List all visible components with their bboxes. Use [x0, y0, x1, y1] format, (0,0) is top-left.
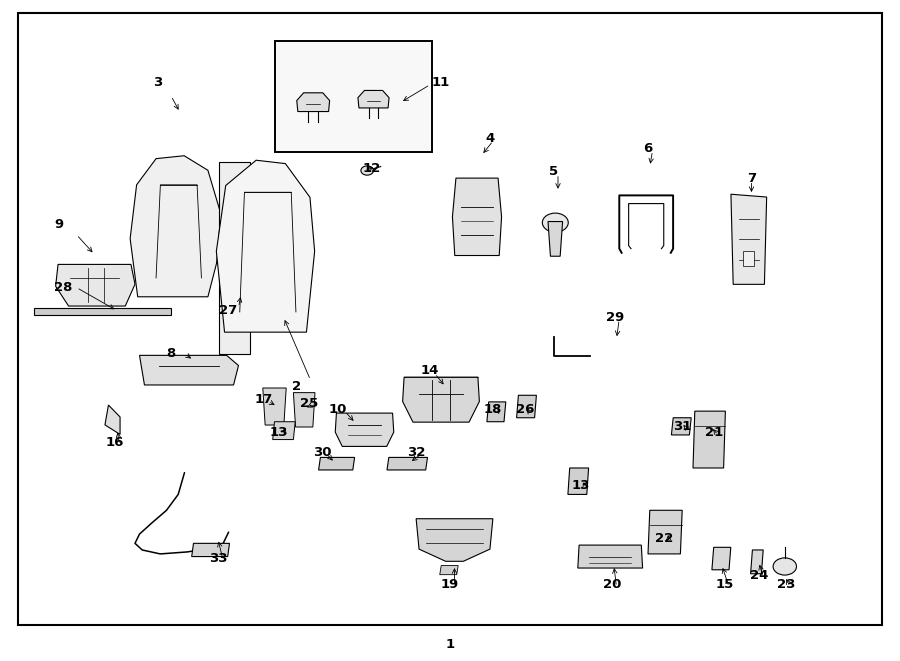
- Text: 7: 7: [747, 172, 756, 185]
- Polygon shape: [648, 510, 682, 554]
- Circle shape: [361, 166, 374, 175]
- Polygon shape: [297, 93, 329, 112]
- Polygon shape: [693, 411, 725, 468]
- Polygon shape: [130, 156, 220, 297]
- Polygon shape: [712, 547, 731, 570]
- Polygon shape: [293, 393, 315, 427]
- Text: 2: 2: [292, 380, 302, 393]
- Polygon shape: [34, 308, 171, 315]
- Polygon shape: [336, 413, 394, 446]
- Polygon shape: [216, 160, 315, 332]
- Text: 12: 12: [363, 162, 381, 175]
- Polygon shape: [105, 405, 120, 434]
- Text: 22: 22: [655, 532, 673, 545]
- Text: 21: 21: [705, 426, 723, 440]
- Text: 18: 18: [484, 403, 502, 416]
- Polygon shape: [219, 162, 250, 354]
- Text: 9: 9: [54, 218, 63, 231]
- Circle shape: [773, 558, 796, 575]
- Text: 17: 17: [255, 393, 273, 407]
- Polygon shape: [416, 519, 493, 561]
- Text: 11: 11: [432, 76, 450, 89]
- Bar: [274, 41, 432, 152]
- Text: 20: 20: [603, 578, 621, 592]
- Text: 13: 13: [572, 479, 590, 492]
- Text: 29: 29: [606, 311, 624, 324]
- Polygon shape: [192, 543, 230, 557]
- Text: 15: 15: [716, 578, 733, 592]
- Polygon shape: [273, 422, 295, 440]
- Text: 5: 5: [549, 165, 558, 178]
- Text: 30: 30: [313, 446, 331, 459]
- Polygon shape: [568, 468, 589, 494]
- Text: 24: 24: [750, 568, 768, 582]
- Text: 26: 26: [516, 403, 534, 416]
- Text: 1: 1: [446, 638, 454, 651]
- Text: 13: 13: [270, 426, 288, 440]
- Text: 10: 10: [328, 403, 346, 416]
- Text: 19: 19: [441, 578, 459, 592]
- Text: 16: 16: [106, 436, 124, 449]
- Polygon shape: [402, 377, 480, 422]
- Text: 28: 28: [54, 281, 72, 294]
- Text: 8: 8: [166, 347, 176, 360]
- Polygon shape: [578, 545, 643, 568]
- Polygon shape: [140, 356, 238, 385]
- Text: 23: 23: [777, 578, 795, 592]
- Text: 25: 25: [300, 397, 318, 410]
- Text: 3: 3: [153, 76, 162, 89]
- Text: 33: 33: [210, 552, 228, 565]
- Polygon shape: [731, 194, 767, 284]
- Polygon shape: [263, 388, 286, 425]
- Polygon shape: [751, 550, 763, 574]
- Polygon shape: [319, 457, 355, 470]
- Polygon shape: [517, 395, 536, 418]
- Polygon shape: [487, 402, 506, 422]
- Polygon shape: [548, 221, 562, 256]
- Polygon shape: [56, 264, 135, 306]
- Text: 4: 4: [486, 132, 495, 145]
- Polygon shape: [440, 566, 458, 574]
- Polygon shape: [358, 91, 389, 108]
- Polygon shape: [453, 178, 501, 256]
- Polygon shape: [387, 457, 428, 470]
- Text: 32: 32: [408, 446, 426, 459]
- Polygon shape: [671, 418, 691, 435]
- Polygon shape: [743, 251, 754, 266]
- Text: 6: 6: [644, 142, 652, 155]
- Text: 27: 27: [219, 304, 237, 317]
- Text: 31: 31: [673, 420, 691, 433]
- Circle shape: [543, 213, 568, 232]
- Text: 14: 14: [421, 364, 439, 377]
